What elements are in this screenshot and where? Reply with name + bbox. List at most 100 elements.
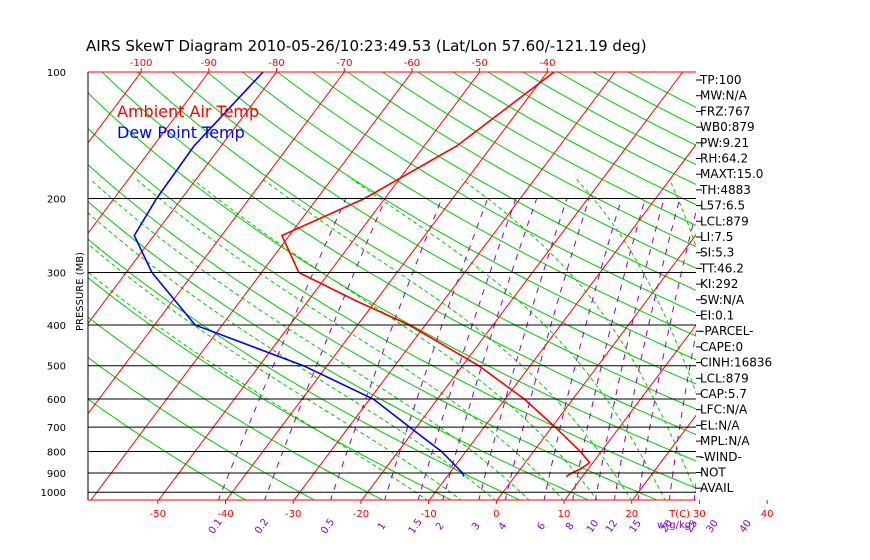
moist-adiabat: [351, 178, 666, 500]
isotherm: [88, 72, 277, 325]
y-tick-label: 400: [47, 321, 66, 332]
index-label: KI:292: [700, 277, 738, 291]
index-label: EL:N/A: [700, 418, 740, 432]
mixing-ratio-label: 40: [738, 518, 754, 535]
index-label: TH:4883: [699, 183, 751, 197]
isotherm: [767, 72, 870, 501]
index-label: LCL:879: [700, 214, 749, 228]
mixing-ratio-unit-label: w(g/kg): [657, 520, 695, 531]
chart-title: AIRS SkewT Diagram 2010-05-26/10:23:49.5…: [86, 37, 647, 55]
top-tick-label: -60: [404, 58, 420, 69]
isotherm: [225, 72, 548, 500]
mixing-ratio-line: [668, 330, 696, 500]
mixing-ratio-line: [478, 198, 568, 500]
index-label: MPL:N/A: [700, 434, 750, 448]
index-label: LFC:N/A: [700, 403, 748, 417]
dry-adiabat: [206, 72, 696, 361]
index-label: LI:7.5: [700, 230, 733, 244]
isotherm: [0, 72, 73, 501]
dry-adiabat: [452, 72, 696, 206]
moist-adiabat: [136, 178, 564, 500]
dry-adiabat: [101, 72, 696, 436]
moist-adiabat: [88, 243, 462, 500]
y-tick-label: 600: [47, 395, 66, 406]
mixing-ratio-line: [264, 198, 386, 500]
y-tick-label: 800: [47, 447, 66, 458]
index-label: WB0:879: [700, 120, 755, 134]
mixing-ratio-label: 0.2: [253, 517, 271, 536]
dry-adiabat: [382, 72, 696, 248]
bottom-tick-label: -50: [150, 509, 166, 520]
top-tick-label: -90: [201, 58, 217, 69]
index-label: AVAIL: [700, 481, 734, 495]
index-label: L57:6.5: [700, 199, 745, 213]
index-label: CAP:5.7: [700, 387, 747, 401]
moist-adiabat: [89, 178, 530, 500]
index-label: -PARCEL-: [700, 324, 754, 338]
y-tick-label: 100: [47, 68, 66, 79]
isotherm: [0, 72, 6, 501]
bottom-tick-label: -10: [420, 509, 436, 520]
mixing-ratio-line: [748, 199, 790, 502]
bottom-tick-label: 30: [693, 509, 706, 520]
isotherm: [564, 324, 696, 500]
mixing-ratio-label: 15: [628, 518, 644, 535]
mixing-ratio-line: [543, 198, 622, 500]
moist-adiabat: [88, 271, 428, 500]
legend-dew-point-temp: Dew Point Temp: [117, 123, 245, 142]
isotherm: [90, 72, 413, 500]
isotherm: [361, 72, 684, 500]
mixing-ratio-label: 8: [564, 521, 577, 533]
index-label: SI:5.3: [700, 246, 734, 260]
top-tick-label: -80: [268, 58, 284, 69]
top-tick-label: -100: [130, 58, 153, 69]
mixing-ratio-label: 4: [497, 521, 510, 533]
dry-adiabat: [171, 72, 696, 385]
bottom-tick-label: -30: [285, 509, 301, 520]
mixing-ratio-line: [613, 198, 681, 500]
mixing-ratio-label: 30: [705, 518, 721, 535]
bottom-tick-label: 0: [493, 509, 499, 520]
index-label: CAPE:0: [700, 340, 743, 354]
index-label: EI:0.1: [700, 309, 734, 323]
index-label: FRZ:767: [700, 104, 750, 118]
index-label: RH:64.2: [700, 152, 748, 166]
mixing-ratio-label: 6: [536, 521, 549, 533]
index-label: LCL:879: [700, 371, 749, 385]
mixing-ratio-line: [417, 198, 517, 500]
mixing-ratio-line: [384, 198, 489, 500]
isotherm: [835, 72, 870, 501]
y-axis-label: PRESSURE (MB): [75, 252, 86, 331]
dry-adiabat: [242, 72, 696, 337]
dry-adiabat: [136, 72, 696, 410]
index-label: SW:N/A: [700, 293, 745, 307]
mixing-ratio-label: 3: [470, 521, 483, 533]
y-tick-label: 1000: [41, 488, 66, 499]
dry-adiabat: [347, 72, 696, 269]
mixing-ratio-label: 1: [376, 521, 389, 533]
moist-adiabat: [262, 178, 632, 500]
dry-adiabat: [522, 72, 696, 166]
index-label: TT:46.2: [699, 261, 744, 275]
index-label: NOT: [700, 466, 726, 480]
isotherm: [88, 72, 345, 415]
mixing-ratio-line: [594, 198, 665, 500]
isotherm: [293, 72, 616, 500]
bottom-tick-label: 10: [558, 509, 571, 520]
index-label: TP:100: [699, 73, 742, 87]
dry-adiabat: [312, 72, 696, 291]
mixing-ratio-label: 12: [604, 518, 620, 535]
mixing-ratio-label: 10: [585, 518, 601, 535]
top-tick-label: -50: [471, 58, 487, 69]
legend: Ambient Air Temp Dew Point Temp: [117, 102, 259, 142]
mixing-ratio-label: 2: [434, 521, 447, 533]
y-tick-label: 300: [47, 268, 66, 279]
y-tick-label: 200: [47, 194, 66, 205]
mixing-ratio-line: [572, 198, 646, 500]
mixing-ratio-line: [637, 209, 696, 500]
index-label: -WIND-: [700, 450, 742, 464]
mixing-ratio-label: 0.5: [319, 517, 337, 536]
